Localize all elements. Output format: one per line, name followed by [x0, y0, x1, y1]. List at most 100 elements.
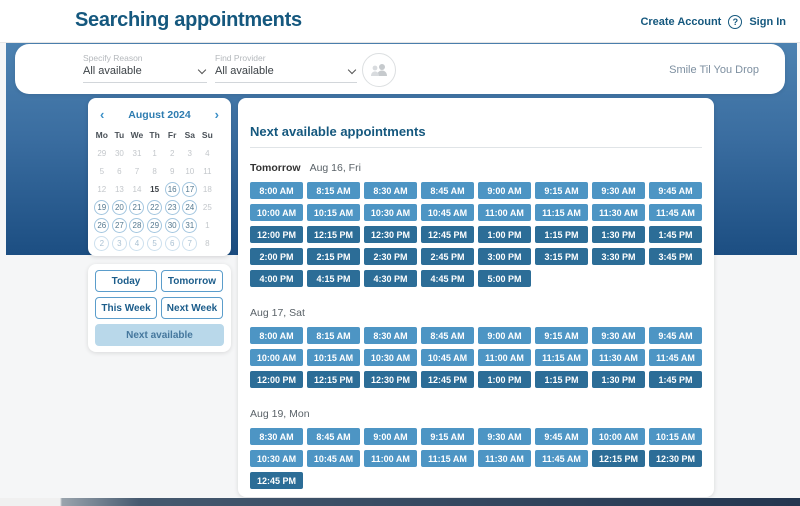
time-slot-button[interactable]: 1:00 PM	[478, 226, 531, 243]
time-slot-button[interactable]: 11:00 AM	[364, 450, 417, 467]
time-slot-button[interactable]: 12:15 PM	[307, 371, 360, 388]
time-slot-button[interactable]: 9:30 AM	[592, 182, 645, 199]
time-slot-button[interactable]: 3:30 PM	[592, 248, 645, 265]
time-slot-button[interactable]: 12:45 PM	[421, 226, 474, 243]
time-slot-button[interactable]: 12:15 PM	[592, 450, 645, 467]
time-slot-button[interactable]: 2:30 PM	[364, 248, 417, 265]
time-slot-button[interactable]: 12:00 PM	[250, 371, 303, 388]
time-slot-button[interactable]: 9:30 AM	[592, 327, 645, 344]
time-slot-button[interactable]: 11:45 AM	[649, 349, 702, 366]
time-slot-button[interactable]: 10:30 AM	[250, 450, 303, 467]
calendar-day[interactable]: 20	[111, 199, 127, 215]
calendar-day[interactable]: 21	[129, 199, 145, 215]
time-slot-button[interactable]: 10:45 AM	[421, 204, 474, 221]
time-slot-button[interactable]: 10:15 AM	[649, 428, 702, 445]
help-icon[interactable]: ?	[728, 14, 743, 29]
this-week-button[interactable]: This Week	[95, 297, 157, 319]
calendar-day[interactable]: 30	[164, 217, 180, 233]
calendar-day[interactable]: 16	[164, 181, 180, 197]
time-slot-button[interactable]: 8:45 AM	[421, 327, 474, 344]
time-slot-button[interactable]: 8:00 AM	[250, 182, 303, 199]
calendar-day[interactable]: 3	[111, 235, 127, 251]
time-slot-button[interactable]: 8:15 AM	[307, 182, 360, 199]
time-slot-button[interactable]: 3:15 PM	[535, 248, 588, 265]
time-slot-button[interactable]: 11:30 AM	[592, 204, 645, 221]
time-slot-button[interactable]: 8:30 AM	[364, 327, 417, 344]
time-slot-button[interactable]: 11:00 AM	[478, 349, 531, 366]
reason-select[interactable]: Specify Reason All available	[83, 53, 207, 83]
time-slot-button[interactable]: 12:30 PM	[364, 226, 417, 243]
provider-select[interactable]: Find Provider All available	[215, 53, 357, 83]
calendar-day[interactable]: 7	[182, 235, 198, 251]
time-slot-button[interactable]: 4:15 PM	[307, 270, 360, 287]
time-slot-button[interactable]: 8:30 AM	[250, 428, 303, 445]
time-slot-button[interactable]: 12:00 PM	[250, 226, 303, 243]
time-slot-button[interactable]: 9:15 AM	[535, 327, 588, 344]
time-slot-button[interactable]: 10:15 AM	[307, 349, 360, 366]
next-week-button[interactable]: Next Week	[161, 297, 223, 319]
time-slot-button[interactable]: 1:45 PM	[649, 371, 702, 388]
time-slot-button[interactable]: 11:15 AM	[535, 204, 588, 221]
time-slot-button[interactable]: 2:15 PM	[307, 248, 360, 265]
time-slot-button[interactable]: 10:00 AM	[250, 349, 303, 366]
calendar-day[interactable]: 24	[182, 199, 198, 215]
calendar-day[interactable]: 22	[147, 199, 163, 215]
time-slot-button[interactable]: 9:00 AM	[478, 327, 531, 344]
time-slot-button[interactable]: 1:15 PM	[535, 371, 588, 388]
time-slot-button[interactable]: 3:00 PM	[478, 248, 531, 265]
time-slot-button[interactable]: 4:45 PM	[421, 270, 474, 287]
time-slot-button[interactable]: 10:00 AM	[592, 428, 645, 445]
time-slot-button[interactable]: 9:00 AM	[364, 428, 417, 445]
next-available-button[interactable]: Next available	[95, 324, 224, 346]
time-slot-button[interactable]: 2:00 PM	[250, 248, 303, 265]
calendar-day[interactable]: 27	[111, 217, 127, 233]
time-slot-button[interactable]: 1:15 PM	[535, 226, 588, 243]
time-slot-button[interactable]: 12:45 PM	[250, 472, 303, 489]
time-slot-button[interactable]: 8:30 AM	[364, 182, 417, 199]
calendar-day[interactable]: 26	[94, 217, 110, 233]
time-slot-button[interactable]: 10:45 AM	[307, 450, 360, 467]
time-slot-button[interactable]: 10:00 AM	[250, 204, 303, 221]
calendar-day[interactable]: 19	[94, 199, 110, 215]
sign-in-link[interactable]: Sign In	[749, 15, 786, 28]
time-slot-button[interactable]: 9:00 AM	[478, 182, 531, 199]
time-slot-button[interactable]: 8:15 AM	[307, 327, 360, 344]
calendar-day[interactable]: 31	[182, 217, 198, 233]
create-account-link[interactable]: Create Account	[640, 15, 722, 28]
time-slot-button[interactable]: 1:00 PM	[478, 371, 531, 388]
calendar-day[interactable]: 4	[129, 235, 145, 251]
time-slot-button[interactable]: 10:45 AM	[421, 349, 474, 366]
time-slot-button[interactable]: 11:30 AM	[592, 349, 645, 366]
next-month-icon[interactable]: ›	[214, 107, 219, 122]
time-slot-button[interactable]: 2:45 PM	[421, 248, 474, 265]
calendar-day[interactable]: 29	[147, 217, 163, 233]
time-slot-button[interactable]: 8:00 AM	[250, 327, 303, 344]
prev-month-icon[interactable]: ‹	[100, 107, 105, 122]
calendar-day[interactable]: 5	[147, 235, 163, 251]
calendar-day[interactable]: 6	[164, 235, 180, 251]
time-slot-button[interactable]: 8:45 AM	[421, 182, 474, 199]
time-slot-button[interactable]: 8:45 AM	[307, 428, 360, 445]
time-slot-button[interactable]: 12:45 PM	[421, 371, 474, 388]
time-slot-button[interactable]: 12:30 PM	[649, 450, 702, 467]
time-slot-button[interactable]: 9:15 AM	[535, 182, 588, 199]
time-slot-button[interactable]: 3:45 PM	[649, 248, 702, 265]
time-slot-button[interactable]: 9:15 AM	[421, 428, 474, 445]
time-slot-button[interactable]: 1:30 PM	[592, 226, 645, 243]
time-slot-button[interactable]: 11:15 AM	[535, 349, 588, 366]
calendar-day[interactable]: 23	[164, 199, 180, 215]
time-slot-button[interactable]: 10:30 AM	[364, 204, 417, 221]
time-slot-button[interactable]: 4:00 PM	[250, 270, 303, 287]
time-slot-button[interactable]: 4:30 PM	[364, 270, 417, 287]
time-slot-button[interactable]: 9:45 AM	[535, 428, 588, 445]
calendar-day[interactable]: 2	[94, 235, 110, 251]
time-slot-button[interactable]: 10:15 AM	[307, 204, 360, 221]
today-button[interactable]: Today	[95, 270, 157, 292]
time-slot-button[interactable]: 1:45 PM	[649, 226, 702, 243]
time-slot-button[interactable]: 5:00 PM	[478, 270, 531, 287]
time-slot-button[interactable]: 9:45 AM	[649, 327, 702, 344]
time-slot-button[interactable]: 12:15 PM	[307, 226, 360, 243]
time-slot-button[interactable]: 11:00 AM	[478, 204, 531, 221]
time-slot-button[interactable]: 11:45 AM	[535, 450, 588, 467]
time-slot-button[interactable]: 9:45 AM	[649, 182, 702, 199]
